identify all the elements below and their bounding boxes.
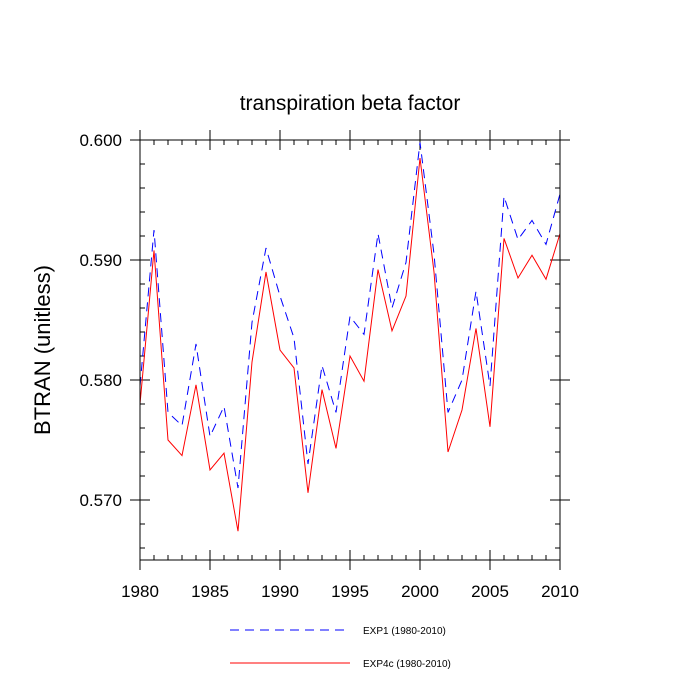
- x-tick-label: 2005: [471, 582, 509, 601]
- x-tick-label: 1990: [261, 582, 299, 601]
- tick-labels: 1980 1985 1990 1995 2000 2005 2010 0.570 0.580 0.…: [79, 131, 578, 601]
- axis-ticks: [130, 130, 570, 570]
- plot-frame: [139, 139, 561, 561]
- legend: EXP1 (1980-2010) EXP4c (1980-2010): [230, 626, 451, 670]
- y-tick-label: 0.590: [79, 251, 122, 270]
- series-layer: [139, 142, 561, 532]
- legend-label-1: EXP1 (1980-2010): [363, 626, 446, 637]
- y-axis-label: BTRAN (unitless): [30, 265, 55, 435]
- y-tick-label: 0.570: [79, 491, 122, 510]
- y-tick-label: 0.580: [79, 371, 122, 390]
- y-tick-label: 0.600: [79, 131, 122, 150]
- x-tick-label: 1985: [191, 582, 229, 601]
- x-tick-label: 1995: [331, 582, 369, 601]
- series-line-2: [139, 157, 561, 532]
- series-line-1: [139, 142, 561, 489]
- legend-label-2: EXP4c (1980-2010): [363, 659, 451, 670]
- chart-title: transpiration beta factor: [240, 92, 461, 115]
- x-tick-label: 1980: [121, 582, 159, 601]
- x-tick-label: 2010: [541, 582, 579, 601]
- x-tick-label: 2000: [401, 582, 439, 601]
